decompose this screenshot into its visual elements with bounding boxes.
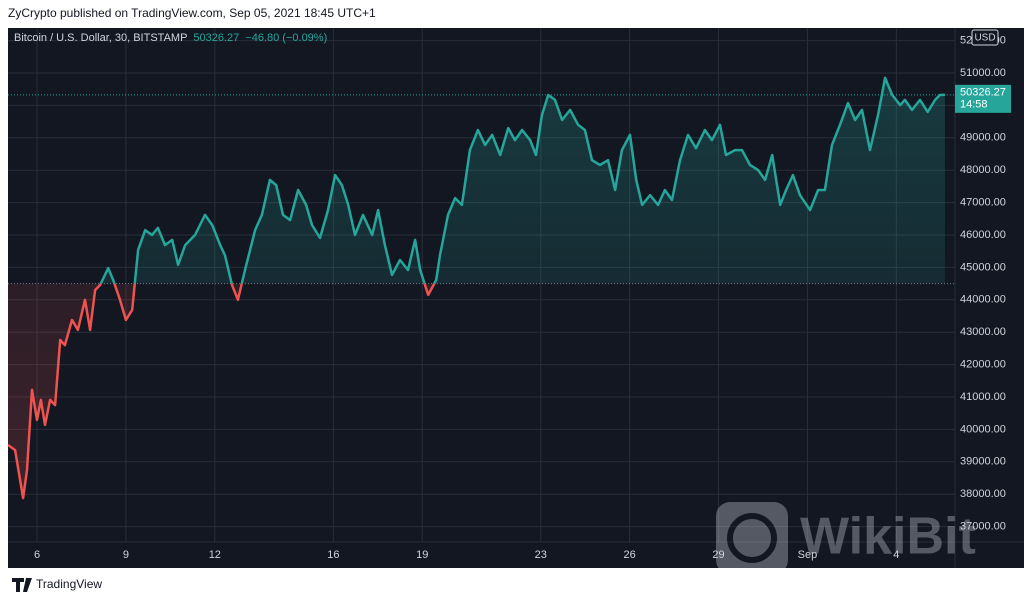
plot bbox=[8, 76, 955, 500]
legend-price: 50326.27 bbox=[193, 32, 239, 44]
watermark-text: WikiBit bbox=[800, 508, 976, 566]
area-up bbox=[100, 77, 945, 284]
x-tick-label: 4 bbox=[893, 549, 899, 561]
x-tick-label: 19 bbox=[416, 549, 428, 561]
y-tick-label: 47000.00 bbox=[960, 197, 1006, 209]
footer-logo: TradingView bbox=[36, 577, 102, 591]
y-tick-label: 43000.00 bbox=[960, 326, 1006, 338]
legend-change: −46.80 (−0.09%) bbox=[245, 32, 327, 44]
chart-background bbox=[8, 28, 1024, 568]
y-tick-label: 45000.00 bbox=[960, 261, 1006, 273]
y-tick-label: 42000.00 bbox=[960, 359, 1006, 371]
y-tick-label: 49000.00 bbox=[960, 132, 1006, 144]
x-tick-label: 12 bbox=[209, 549, 221, 561]
y-tick-label: 46000.00 bbox=[960, 229, 1006, 241]
y-tick-label: 44000.00 bbox=[960, 294, 1006, 306]
watermark-icon-ring bbox=[727, 513, 777, 563]
last-price-box bbox=[955, 84, 1011, 113]
y-tick-label: 39000.00 bbox=[960, 456, 1006, 468]
price-line-down bbox=[8, 283, 436, 500]
y-tick-label: 48000.00 bbox=[960, 164, 1006, 176]
y-tick-label: 40000.00 bbox=[960, 423, 1006, 435]
x-tick-label: 9 bbox=[123, 549, 129, 561]
currency-label: USD bbox=[974, 33, 995, 44]
x-tick-label: 23 bbox=[535, 549, 547, 561]
y-tick-label: 41000.00 bbox=[960, 391, 1006, 403]
watermark-icon bbox=[716, 502, 788, 574]
y-tick-label: 37000.00 bbox=[960, 521, 1006, 533]
chart-title: Bitcoin / U.S. Dollar, 30, BITSTAMP bbox=[14, 32, 187, 44]
last-price-label: 50326.27 bbox=[960, 87, 1006, 99]
currency-box bbox=[971, 29, 999, 46]
watermark: WikiBit bbox=[716, 502, 976, 574]
x-tick-label: 16 bbox=[327, 549, 339, 561]
x-tick-label: 26 bbox=[624, 549, 636, 561]
footer-logo-icon bbox=[12, 578, 32, 592]
footer bbox=[0, 568, 1024, 599]
countdown-label: 14:58 bbox=[960, 99, 988, 111]
price-line-up bbox=[99, 76, 945, 284]
x-tick-label: Sep bbox=[798, 549, 818, 561]
header-text: ZyCrypto published on TradingView.com, S… bbox=[8, 6, 376, 20]
y-tick-label: 51000.00 bbox=[960, 67, 1006, 79]
y-tick-label: 38000.00 bbox=[960, 488, 1006, 500]
x-tick-label: 29 bbox=[712, 549, 724, 561]
x-tick-label: 6 bbox=[34, 549, 40, 561]
